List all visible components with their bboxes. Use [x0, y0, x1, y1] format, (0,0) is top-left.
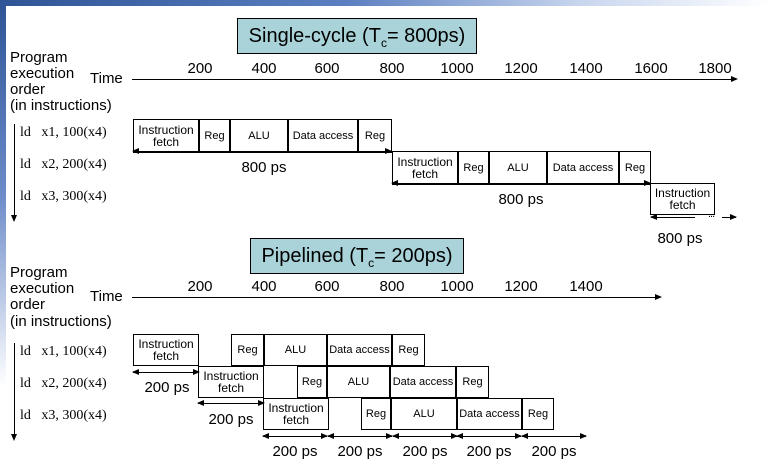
single-title-end: = 800ps) [386, 25, 466, 47]
pipelined-instruction-1: ld x1, 100(x4) [20, 344, 107, 359]
single-duration-arrow-1 [132, 148, 392, 154]
single-order-label-3: order [10, 81, 46, 98]
single-tick-400: 400 [251, 60, 277, 77]
pipelined-stage-time-label-5: 200 ps [531, 443, 577, 460]
single-stage-2-5: Reg [619, 151, 651, 185]
pipelined-stage-time-arrow-4 [456, 433, 522, 439]
single-stage-1-5: Reg [358, 119, 392, 153]
pipelined-stage-3-2: Reg [361, 398, 391, 430]
single-tick-1800: 1800 [698, 60, 732, 77]
pipelined-stage-1-3: ALU [264, 334, 327, 366]
single-order-axis [11, 124, 17, 222]
pipelined-order-label-2: execution [10, 280, 75, 297]
pipelined-stage-3-4: Data access [457, 398, 522, 430]
single-instruction-3: ld x3, 300(x4) [20, 189, 107, 204]
pipelined-order-label-3: order [10, 296, 46, 313]
pipelined-order-label-4: (in instructions) [10, 313, 112, 330]
pipelined-stage-2-1: Instruction fetch [198, 366, 264, 398]
pipelined-tick-600: 600 [314, 278, 340, 295]
pipelined-tick-1400: 1400 [569, 278, 603, 295]
pipelined-duration-arrow-1 [132, 369, 200, 375]
single-tick-1400: 1400 [569, 60, 603, 77]
pipelined-stage-1-1: Instruction fetch [133, 334, 199, 366]
pipelined-stage-2-4: Data access [390, 366, 456, 398]
pipelined-duration-arrow-2 [197, 400, 265, 406]
single-duration-arrow-2 [391, 180, 651, 186]
single-tick-1000: 1000 [440, 60, 474, 77]
single-title-main: Single-cycle (T [248, 25, 381, 47]
pipelined-tick-200: 200 [187, 278, 213, 295]
pipelined-stage-time-arrow-2 [327, 433, 393, 439]
side-accent-band [0, 6, 6, 386]
single-stage-2-4: Data access [547, 151, 619, 185]
pipelined-title-end: = 200ps) [374, 245, 453, 267]
single-stage-3-1: Instruction fetch [650, 183, 715, 215]
pipelined-stage-1-4: Data access [327, 334, 392, 366]
pipelined-duration-label-2: 200 ps [208, 411, 254, 428]
single-continuation-arrow [722, 214, 737, 220]
single-stage-1-1: Instruction fetch [133, 119, 199, 153]
pipelined-stage-1-5: Reg [392, 334, 425, 366]
pipelined-stage-2-2: Reg [297, 366, 327, 398]
single-continuation-dots: ... [708, 208, 715, 220]
pipelined-stage-3-1: Instruction fetch [263, 398, 329, 430]
single-instruction-1: ld x1, 100(x4) [20, 125, 107, 140]
single-time-label: Time [90, 70, 123, 87]
pipelined-tick-1200: 1200 [504, 278, 538, 295]
single-tick-1200: 1200 [504, 60, 538, 77]
pipelined-order-axis [11, 343, 17, 441]
pipelined-order-label-1: Program [10, 264, 68, 281]
pipelined-tick-800: 800 [379, 278, 405, 295]
top-accent-band [0, 0, 771, 6]
pipelined-stage-time-label-4: 200 ps [466, 443, 512, 460]
pipelined-stage-time-arrow-3 [392, 433, 458, 439]
single-stage-1-3: ALU [230, 119, 288, 153]
pipelined-title: Pipelined (Tc= 200ps) [250, 238, 464, 274]
single-stage-2-2: Reg [458, 151, 489, 185]
single-stage-1-2: Reg [199, 119, 230, 153]
pipelined-stage-time-label-1: 200 ps [272, 443, 318, 460]
single-order-label-2: execution [10, 65, 75, 82]
single-duration-label-2: 800 ps [498, 191, 544, 208]
pipelined-time-label: Time [90, 288, 123, 305]
single-stage-2-3: ALU [489, 151, 547, 185]
single-tick-1600: 1600 [634, 60, 668, 77]
pipelined-stage-2-3: ALU [327, 366, 390, 398]
single-order-label-4: (in instructions) [10, 97, 112, 114]
single-cycle-title: Single-cycle (Tc= 800ps) [237, 18, 477, 54]
pipelined-stage-time-arrow-5 [521, 433, 587, 439]
pipelined-stage-2-5: Reg [456, 366, 489, 398]
single-duration-label-1: 800 ps [241, 159, 287, 176]
single-duration-arrow-3 [650, 214, 695, 220]
single-title-sub: c [380, 36, 387, 50]
pipelined-stage-time-label-3: 200 ps [402, 443, 448, 460]
pipelined-stage-1-2: Reg [231, 334, 264, 366]
single-order-label-1: Program [10, 49, 68, 66]
pipelined-tick-1000: 1000 [440, 278, 474, 295]
single-tick-600: 600 [314, 60, 340, 77]
pipelined-duration-label-1: 200 ps [144, 379, 190, 396]
single-stage-2-1: Instruction fetch [392, 151, 458, 185]
pipelined-stage-3-3: ALU [391, 398, 457, 430]
single-duration-label-3: 800 ps [657, 230, 703, 247]
single-tick-200: 200 [187, 60, 213, 77]
pipelined-title-sub: c [368, 256, 375, 270]
pipelined-instruction-3: ld x3, 300(x4) [20, 408, 107, 423]
pipelined-tick-400: 400 [251, 278, 277, 295]
pipelined-title-main: Pipelined (T [261, 245, 369, 267]
pipelined-stage-time-arrow-1 [262, 433, 328, 439]
pipelined-time-axis [132, 294, 662, 300]
pipelined-stage-time-label-2: 200 ps [337, 443, 383, 460]
pipelined-stage-3-5: Reg [522, 398, 554, 430]
single-stage-1-4: Data access [288, 119, 358, 153]
single-tick-800: 800 [379, 60, 405, 77]
single-instruction-2: ld x2, 200(x4) [20, 157, 107, 172]
single-time-axis [132, 76, 738, 82]
pipelined-instruction-2: ld x2, 200(x4) [20, 376, 107, 391]
